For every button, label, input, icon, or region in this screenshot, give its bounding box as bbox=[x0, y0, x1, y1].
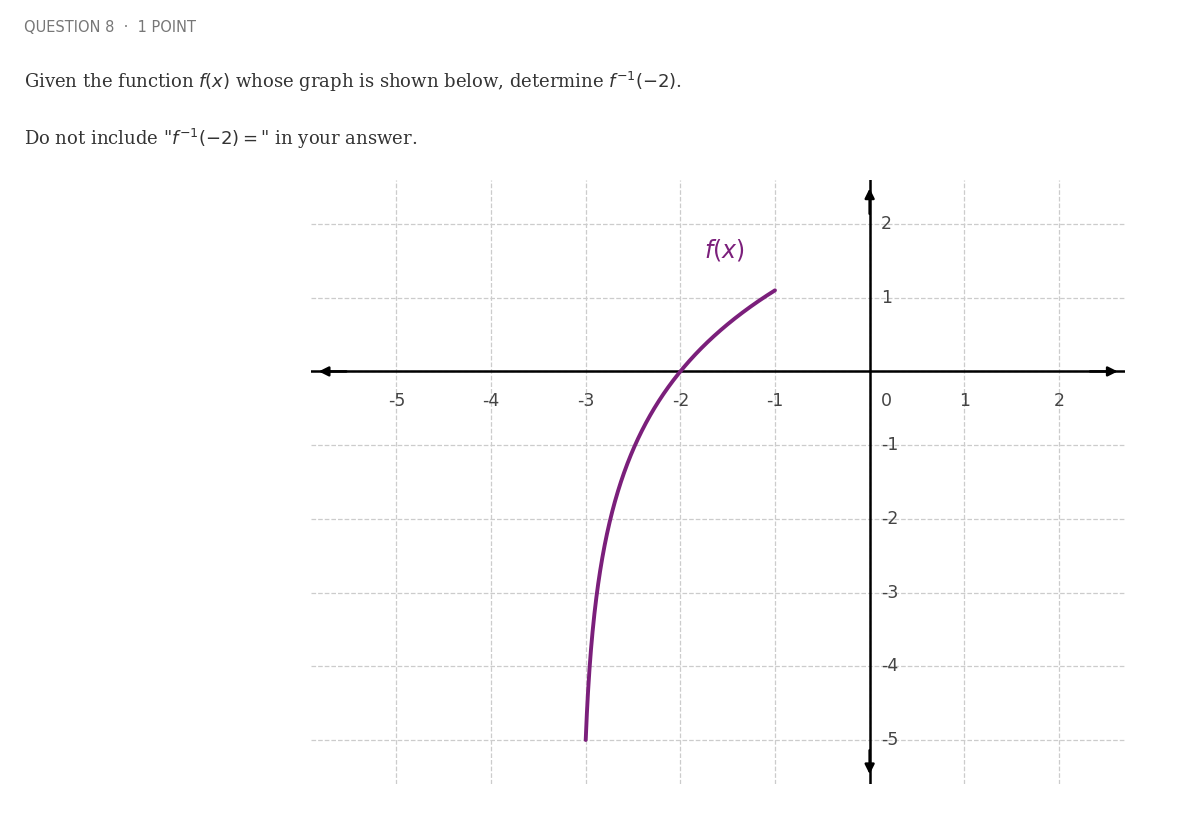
Text: 2: 2 bbox=[881, 215, 892, 233]
Text: QUESTION 8  ·  1 POINT: QUESTION 8 · 1 POINT bbox=[24, 20, 196, 35]
Text: 1: 1 bbox=[959, 392, 970, 410]
Text: $f(x)$: $f(x)$ bbox=[704, 237, 745, 262]
Text: -4: -4 bbox=[482, 392, 499, 410]
Text: -4: -4 bbox=[881, 658, 898, 676]
Text: -2: -2 bbox=[672, 392, 689, 410]
Text: 2: 2 bbox=[1053, 392, 1064, 410]
Text: Do not include "$f^{-1}(-2) =$" in your answer.: Do not include "$f^{-1}(-2) =$" in your … bbox=[24, 127, 417, 150]
Text: 1: 1 bbox=[881, 288, 892, 306]
Text: -1: -1 bbox=[881, 436, 899, 454]
Text: -5: -5 bbox=[388, 392, 405, 410]
Text: -3: -3 bbox=[881, 583, 899, 601]
Text: 0: 0 bbox=[881, 392, 892, 410]
Text: -2: -2 bbox=[881, 510, 899, 528]
Text: -5: -5 bbox=[881, 731, 899, 749]
Text: -1: -1 bbox=[766, 392, 784, 410]
Text: Given the function $f(x)$ whose graph is shown below, determine $f^{-1}(-2)$.: Given the function $f(x)$ whose graph is… bbox=[24, 69, 682, 93]
Text: -3: -3 bbox=[577, 392, 595, 410]
